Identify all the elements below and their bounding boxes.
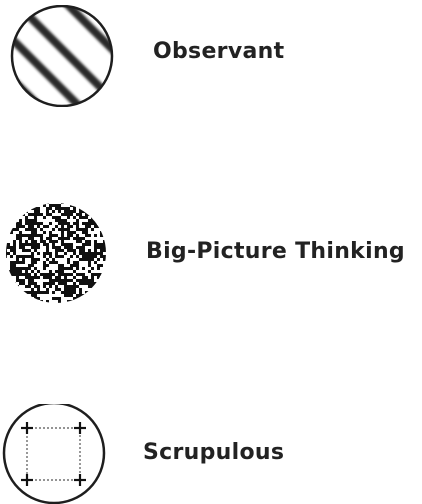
trait-label-scrupulous: Scrupulous [143, 440, 285, 465]
trait-row-observant: Observant [0, 0, 422, 110]
trait-row-big-picture-thinking: Big-Picture Thinking [0, 190, 422, 310]
trait-label-observant: Observant [153, 39, 285, 64]
trait-label-big-picture-thinking: Big-Picture Thinking [146, 239, 405, 264]
crosshair-square-icon [2, 404, 106, 504]
trait-row-scrupulous: Scrupulous [0, 400, 422, 504]
noise-circle-icon [6, 203, 106, 303]
diagonal-stripes-icon [10, 5, 114, 107]
